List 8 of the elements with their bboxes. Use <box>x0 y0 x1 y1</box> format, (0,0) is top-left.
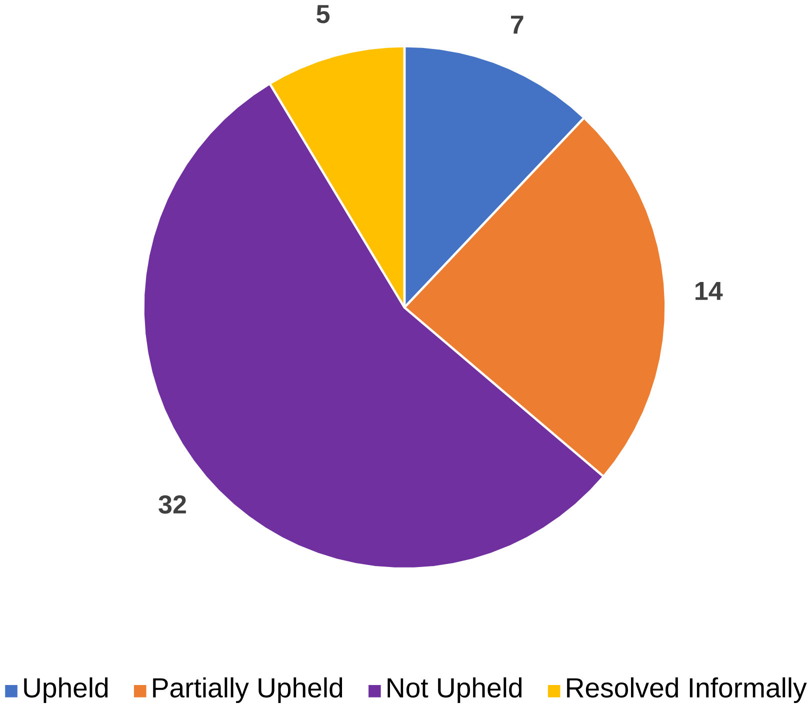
legend-label: Upheld <box>24 677 108 703</box>
legend-label: Resolved Informally <box>567 677 807 703</box>
data-label: 32 <box>158 495 186 514</box>
legend-label: Not Upheld <box>388 677 522 703</box>
legend-label: Partially Upheld <box>153 677 342 703</box>
data-label: 7 <box>511 16 524 34</box>
data-label: 14 <box>696 282 723 300</box>
data-label: 5 <box>316 5 330 24</box>
